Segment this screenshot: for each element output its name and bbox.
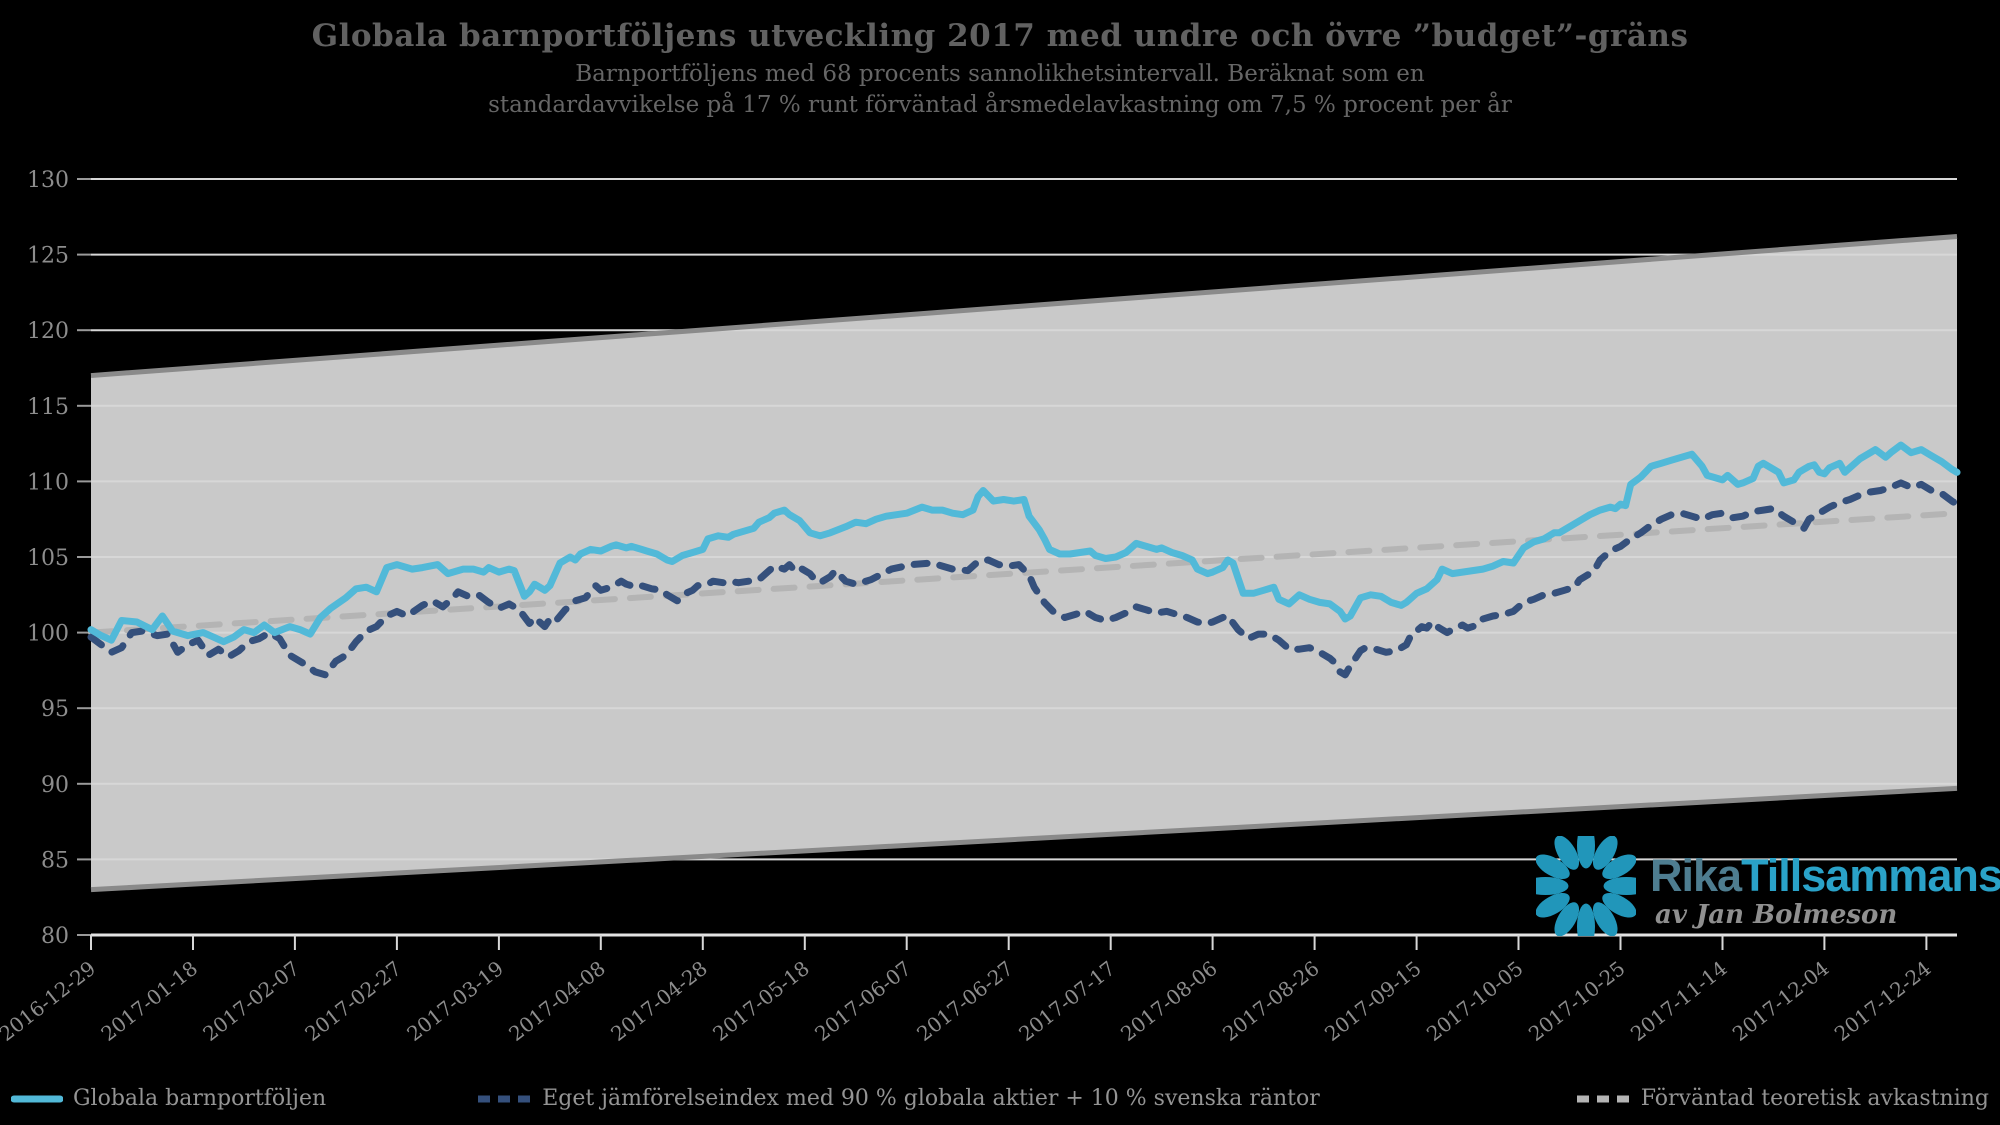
svg-text:2017-12-04: 2017-12-04 — [1728, 956, 1834, 1046]
svg-text:2016-12-29: 2016-12-29 — [0, 956, 100, 1046]
svg-text:2017-11-14: 2017-11-14 — [1626, 956, 1732, 1046]
svg-text:125: 125 — [27, 244, 69, 269]
svg-text:120: 120 — [27, 319, 69, 344]
brand-name-secondary: Tillsammans — [1741, 850, 2000, 901]
chart-legend: Globala barnportföljen Eget jämförelsein… — [0, 1086, 2000, 1111]
svg-text:2017-06-07: 2017-06-07 — [810, 956, 916, 1046]
chart-title: Globala barnportföljens utveckling 2017 … — [311, 18, 1689, 54]
svg-text:90: 90 — [41, 773, 69, 798]
chart-subtitle-line1: Barnportföljens med 68 procents sannolik… — [575, 61, 1425, 87]
svg-text:2017-05-18: 2017-05-18 — [708, 956, 814, 1046]
svg-text:2017-03-19: 2017-03-19 — [402, 956, 508, 1046]
svg-text:2017-02-27: 2017-02-27 — [300, 956, 406, 1046]
svg-text:2017-08-26: 2017-08-26 — [1218, 956, 1324, 1046]
brand-name-primary: Rika — [1650, 850, 1742, 901]
svg-text:2017-08-06: 2017-08-06 — [1116, 956, 1222, 1046]
solid-line-icon — [10, 1095, 63, 1102]
svg-text:2017-09-15: 2017-09-15 — [1320, 956, 1426, 1046]
brand-name: RikaTillsammans — [1650, 850, 2000, 902]
svg-text:2017-04-28: 2017-04-28 — [606, 956, 712, 1046]
svg-text:2017-04-08: 2017-04-08 — [504, 956, 610, 1046]
dashed-line-icon — [478, 1095, 531, 1102]
legend-label-portfolio: Globala barnportföljen — [72, 1086, 327, 1111]
svg-text:130: 130 — [27, 168, 69, 193]
flower-icon — [1536, 836, 1636, 936]
rikatillsammans-logo: RikaTillsammans av Jan Bolmeson — [1528, 834, 2000, 938]
svg-text:2017-07-17: 2017-07-17 — [1014, 956, 1120, 1046]
svg-text:100: 100 — [27, 622, 69, 647]
probability-band — [91, 236, 1957, 890]
svg-text:115: 115 — [27, 395, 69, 420]
svg-text:2017-06-27: 2017-06-27 — [912, 956, 1018, 1046]
svg-text:2017-02-07: 2017-02-07 — [198, 956, 304, 1046]
svg-text:105: 105 — [27, 546, 69, 571]
svg-text:2017-10-05: 2017-10-05 — [1422, 956, 1528, 1046]
svg-text:95: 95 — [41, 697, 69, 722]
svg-text:80: 80 — [41, 924, 69, 949]
legend-item-portfolio: Globala barnportföljen — [10, 1086, 327, 1111]
svg-text:85: 85 — [41, 848, 69, 873]
svg-text:2017-01-18: 2017-01-18 — [96, 956, 202, 1046]
legend-item-expected: Förväntad teoretisk avkastning — [1575, 1086, 1989, 1111]
dashed-line-icon — [1576, 1095, 1629, 1102]
legend-item-benchmark: Eget jämförelseindex med 90 % globala ak… — [476, 1086, 1320, 1111]
legend-label-benchmark: Eget jämförelseindex med 90 % globala ak… — [542, 1086, 1320, 1111]
title-block: Globala barnportföljens utveckling 2017 … — [0, 18, 2000, 118]
svg-text:110: 110 — [27, 470, 69, 495]
brand-byline: av Jan Bolmeson — [1655, 900, 1898, 930]
chart-subtitle-line2: standardavvikelse på 17 % runt förväntad… — [488, 92, 1512, 118]
svg-text:2017-10-25: 2017-10-25 — [1524, 956, 1630, 1046]
svg-text:2017-12-24: 2017-12-24 — [1830, 956, 1936, 1046]
legend-label-expected: Förväntad teoretisk avkastning — [1640, 1086, 1990, 1111]
